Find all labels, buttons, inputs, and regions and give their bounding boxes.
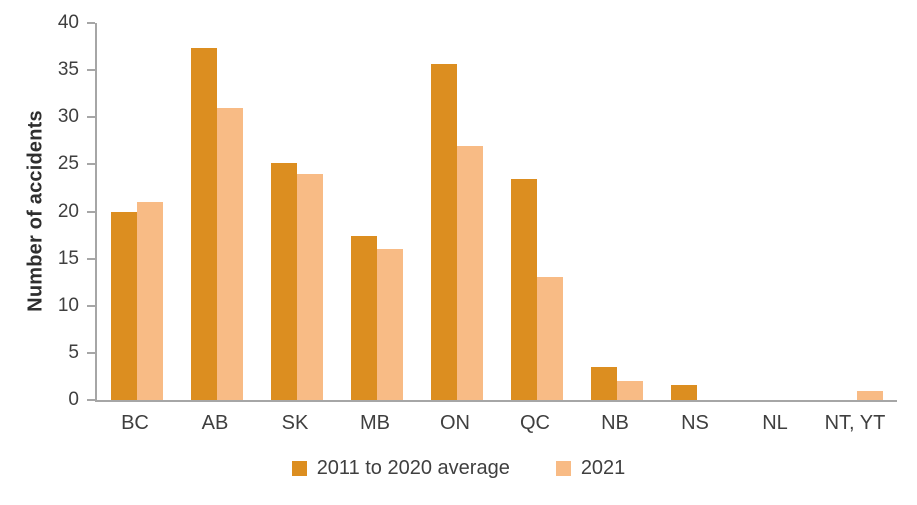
y-tick-mark xyxy=(87,351,95,354)
y-tick-label: 35 xyxy=(57,59,79,81)
legend-item-0: 2011 to 2020 average xyxy=(291,457,510,480)
y-tick-label: 30 xyxy=(57,106,79,128)
y-tick-label: 15 xyxy=(57,247,79,269)
y-tick-label: 20 xyxy=(57,200,79,222)
bar-ab-series-1 xyxy=(217,107,243,400)
x-label-bc: BC xyxy=(121,412,149,434)
bar-sk-series-0 xyxy=(271,162,297,400)
legend-swatch-icon xyxy=(291,461,307,476)
bar-on-series-1 xyxy=(457,145,483,400)
bars-layer xyxy=(97,23,897,400)
x-label-mb: MB xyxy=(360,412,390,434)
plot-area: 0 5 10 15 20 25 30 35 40 xyxy=(58,12,897,410)
y-tick-label: 10 xyxy=(57,294,79,316)
bar-ns-series-0 xyxy=(671,384,697,400)
bar-nb-series-1 xyxy=(617,381,643,400)
bar-ab-series-0 xyxy=(191,47,217,400)
y-tick-label: 5 xyxy=(68,341,79,363)
y-tick-label: 25 xyxy=(57,153,79,175)
x-label-qc: QC xyxy=(520,412,550,434)
y-tick-label: 0 xyxy=(68,389,79,410)
y-tick-mark xyxy=(87,210,95,213)
x-label-on: ON xyxy=(440,412,470,434)
x-label-ab: AB xyxy=(201,412,229,434)
bar-mb-series-0 xyxy=(351,236,377,400)
bar-nb-series-0 xyxy=(591,367,617,400)
x-label-nl: NL xyxy=(762,412,788,434)
y-tick-mark xyxy=(87,116,95,119)
y-tick-mark xyxy=(87,257,95,260)
y-tick-mark xyxy=(87,304,95,307)
y-tick-mark xyxy=(87,163,95,166)
bar-bc-series-0 xyxy=(111,212,137,400)
legend-item-1: 2021 xyxy=(555,457,626,480)
bar-qc-series-0 xyxy=(511,178,537,400)
legend: 2011 to 2020 average 2021 xyxy=(0,457,917,480)
legend-label: 2021 xyxy=(580,457,626,479)
x-label-sk: SK xyxy=(281,412,309,434)
x-axis-labels: BC AB SK MB ON QC NB NS NL NT, YT xyxy=(95,412,895,440)
bar-mb-series-1 xyxy=(377,249,403,400)
x-label-nb: NB xyxy=(601,412,629,434)
y-tick-label: 40 xyxy=(57,12,79,33)
legend-swatch-icon xyxy=(555,461,571,476)
x-label-nt-yt: NT, YT xyxy=(824,412,886,434)
bar-sk-series-1 xyxy=(297,173,323,400)
bar-qc-series-1 xyxy=(537,277,563,400)
bar-nt-yt-series-1 xyxy=(857,390,883,400)
y-tick-mark xyxy=(87,22,95,24)
bar-on-series-0 xyxy=(431,63,457,400)
legend-label: 2011 to 2020 average xyxy=(316,457,510,479)
y-tick-mark xyxy=(87,69,95,72)
x-label-ns: NS xyxy=(681,412,709,434)
y-tick-mark xyxy=(87,399,95,401)
bar-bc-series-1 xyxy=(137,202,163,400)
